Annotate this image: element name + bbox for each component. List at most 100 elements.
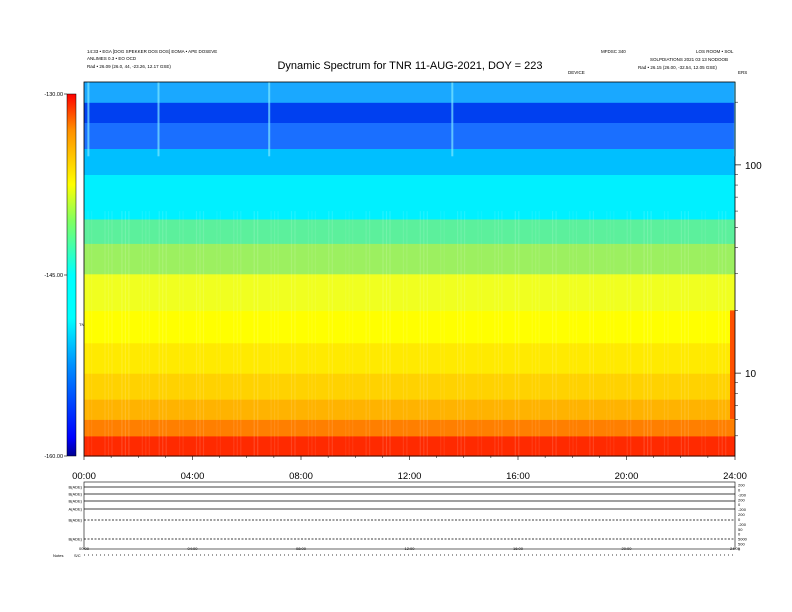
spectrum-streak (423, 211, 425, 456)
spectrum-streak (182, 211, 184, 456)
spectrum-streak (609, 211, 611, 456)
colorbar-ticks: -130.00 -145.00 -160.00 (44, 92, 67, 460)
spectrum-streak (124, 211, 126, 456)
header-left-line-1: 14:33 • EGA [DOG SPEKKER DOS DOS] EOMA •… (87, 49, 217, 54)
spectrum-streak (721, 211, 723, 456)
header-left-line-2: ANLIMES 0.3 • EO OCD (87, 56, 137, 61)
bottom-panel-right-label: -200 (738, 492, 747, 497)
spectrum-streak (314, 211, 316, 456)
spectrum-line (87, 82, 90, 157)
spectrum-band (84, 399, 735, 420)
spectrum-streak (589, 211, 591, 456)
chart-title: Dynamic Spectrum for TNR 11-AUG-2021, DO… (277, 60, 542, 72)
spectrum-streak (680, 211, 682, 456)
spectrum-streak (307, 211, 309, 456)
header-right-line-4: Rad • 26.15 (26.00, -32.54, 12.05 GSE) (638, 65, 717, 70)
spectrum-streak (369, 211, 371, 456)
spectrum-streak (643, 211, 645, 456)
spectrum-line (451, 82, 454, 157)
spectrogram (84, 82, 736, 457)
spectrum-streak (165, 211, 167, 456)
header-center-label: DEVICE (568, 70, 585, 75)
bottom-panel-x-tick-label: 16:00 (513, 546, 524, 551)
spectrum-band (84, 82, 735, 103)
spectrum-streak (606, 211, 608, 456)
spectrum-band (84, 373, 735, 400)
spectrum-band (84, 435, 735, 457)
bottom-panel-right-label: 200 (738, 497, 745, 502)
spectrum-streak (216, 211, 218, 456)
spectrum-streak (274, 211, 276, 456)
bottom-panel-x-tick-label: 24:00 (730, 546, 741, 551)
spectrum-streak (199, 211, 201, 456)
spectrum-streak (419, 211, 421, 456)
spectrum-streak (277, 211, 279, 456)
spectrum-streak (311, 211, 313, 456)
spectrum-streak (385, 211, 388, 456)
spectrum-streak (480, 211, 483, 456)
bottom-panel-label: B(ADE) (68, 485, 82, 490)
colorbar-tick-label: -160.00 (44, 454, 63, 460)
spectrum-streak (233, 211, 235, 456)
spectrum-streak (294, 211, 296, 456)
spectrum-band (84, 218, 735, 244)
spectrum-streak (575, 211, 578, 456)
spectrum-streak (406, 211, 408, 456)
spectrum-streak (464, 211, 466, 456)
spectrum-streak (718, 211, 720, 456)
bottom-panel-right-label: -200 (738, 522, 747, 527)
bottom-panel-x-tick-label: 20:00 (621, 546, 632, 551)
y-tick-label: 10 (745, 369, 757, 380)
spectrum-streak (443, 211, 445, 456)
spectrum-band (84, 102, 735, 123)
spectrum-streak (552, 211, 554, 456)
spectrum-streak (148, 211, 150, 456)
spectrum-streak (179, 211, 181, 456)
colorbar-tick-label: -145.00 (44, 273, 63, 279)
spectrum-streak (128, 211, 130, 456)
footer-label: S/C (74, 553, 81, 558)
footer-label: Notes (53, 553, 63, 558)
spectrum-streak (535, 211, 537, 456)
spectrum-streak (195, 211, 198, 456)
spectrum-streak (514, 211, 516, 456)
bottom-panel-right-label: 5000 (738, 537, 748, 542)
bottom-panel-right-label: 50 (738, 527, 743, 532)
spectrum-streak (382, 211, 384, 456)
spectrum-streak (107, 211, 110, 456)
x-tick-label: 20:00 (615, 471, 639, 482)
spectrum-streak (592, 211, 594, 456)
x-tick-label: 04:00 (181, 471, 205, 482)
spectrum-streak (457, 211, 459, 456)
spectrum-streak (87, 211, 89, 456)
x-tick-label: 16:00 (506, 471, 530, 482)
spectrum-streak (568, 211, 571, 456)
spectrum-streak (84, 211, 86, 456)
spectrum-streak (501, 211, 503, 456)
bottom-panel-right-label: 500 (738, 542, 745, 547)
x-tick-label: 08:00 (289, 471, 313, 482)
bottom-panel-label: B(ADE) (68, 492, 82, 497)
spectrum-streak (365, 211, 367, 456)
spectrum-streak (494, 211, 496, 456)
spectrum-streak (555, 211, 557, 456)
spectrum-streak (497, 211, 499, 456)
spectrum-streak (270, 211, 272, 456)
spectrum-streak (650, 211, 652, 456)
spectrum-streak (219, 211, 221, 456)
bottom-panel-x-tick-label: 12:00 (404, 546, 415, 551)
bottom-panel-right-label: 0 (738, 487, 741, 492)
spectrum-streak (158, 211, 160, 456)
spectrum-streak (253, 211, 255, 456)
header-right-line-2: LOS ROOM • SOL (696, 49, 734, 54)
spectrum-streak (426, 211, 428, 456)
x-tick-label: 00:00 (72, 471, 96, 482)
header-right-small: ERS (738, 70, 747, 75)
spectrum-streak (687, 211, 689, 456)
spectrum-streak (328, 211, 330, 456)
bottom-panel-right-label: 200 (738, 483, 745, 488)
bottom-panel-label: B(ADE) (68, 537, 82, 542)
spectrum-line (157, 82, 160, 157)
spectrum-streak (667, 211, 669, 456)
spectrum-streak (257, 211, 259, 456)
